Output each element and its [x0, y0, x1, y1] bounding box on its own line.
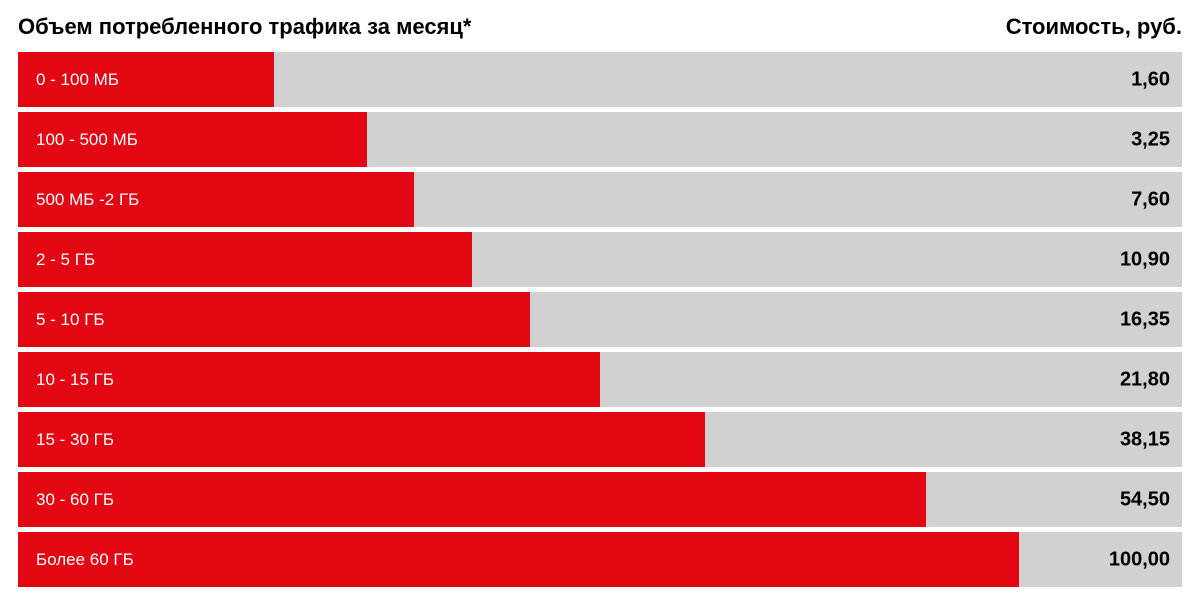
bar-label: 2 - 5 ГБ [36, 250, 95, 270]
chart-row: 100 - 500 МБ 3,25 [18, 112, 1182, 167]
chart-title-right: Стоимость, руб. [1006, 14, 1182, 40]
bar-label: Более 60 ГБ [36, 550, 134, 570]
bar-value: 54,50 [1120, 488, 1170, 511]
bar-value: 21,80 [1120, 368, 1170, 391]
bar-value: 10,90 [1120, 248, 1170, 271]
bar-value: 100,00 [1109, 548, 1170, 571]
bar-label: 0 - 100 МБ [36, 70, 119, 90]
chart-rows: 0 - 100 МБ 1,60 100 - 500 МБ 3,25 500 МБ -2 … [18, 52, 1182, 587]
chart-row: Более 60 ГБ 100,00 [18, 532, 1182, 587]
bar-label: 100 - 500 МБ [36, 130, 138, 150]
chart-header: Объем потребленного трафика за месяц* Ст… [18, 14, 1182, 40]
chart-row: 500 МБ -2 ГБ 7,60 [18, 172, 1182, 227]
bar-value: 1,60 [1131, 68, 1170, 91]
bar-label: 15 - 30 ГБ [36, 430, 114, 450]
bar-value: 16,35 [1120, 308, 1170, 331]
chart-title-left: Объем потребленного трафика за месяц* [18, 14, 471, 40]
bar-fill [18, 532, 1019, 587]
chart-row: 2 - 5 ГБ 10,90 [18, 232, 1182, 287]
chart-row: 10 - 15 ГБ 21,80 [18, 352, 1182, 407]
bar-fill [18, 472, 926, 527]
chart-row: 0 - 100 МБ 1,60 [18, 52, 1182, 107]
bar-label: 500 МБ -2 ГБ [36, 190, 139, 210]
bar-label: 5 - 10 ГБ [36, 310, 105, 330]
chart-row: 30 - 60 ГБ 54,50 [18, 472, 1182, 527]
bar-fill [18, 412, 705, 467]
traffic-cost-chart: Объем потребленного трафика за месяц* Ст… [0, 0, 1200, 594]
bar-label: 10 - 15 ГБ [36, 370, 114, 390]
bar-value: 7,60 [1131, 188, 1170, 211]
chart-row: 15 - 30 ГБ 38,15 [18, 412, 1182, 467]
chart-row: 5 - 10 ГБ 16,35 [18, 292, 1182, 347]
bar-value: 3,25 [1131, 128, 1170, 151]
bar-value: 38,15 [1120, 428, 1170, 451]
bar-label: 30 - 60 ГБ [36, 490, 114, 510]
